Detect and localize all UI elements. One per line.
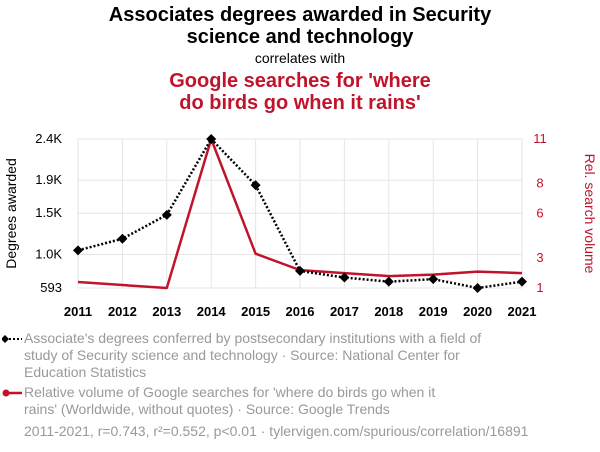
legend-degrees-marker-icon xyxy=(2,335,22,343)
x-tick-label: 2012 xyxy=(108,304,137,319)
footer-stats: 2011-2021, r=0.743, r²=0.552, p<0.01 · t… xyxy=(24,423,529,439)
x-tick-label: 2021 xyxy=(508,304,537,319)
chart-title-secondary-line2: do birds go when it rains' xyxy=(179,92,421,114)
legend-searches-text: Relative volume of Google searches for '… xyxy=(24,384,544,418)
x-tick-label: 2014 xyxy=(197,304,227,319)
series-degrees-point xyxy=(295,265,305,276)
y-left-tick-label: 593 xyxy=(40,280,62,295)
chart-title: Associates degrees awarded in Security s… xyxy=(0,4,600,48)
series-degrees-point xyxy=(250,180,261,191)
y-left-tick-label: 2.4K xyxy=(35,131,62,146)
x-tick-label: 2018 xyxy=(374,304,403,319)
legend-degrees-line3: Education Statistics xyxy=(24,364,147,380)
chart-title-line2: science and technology xyxy=(186,26,414,48)
series-degrees-point xyxy=(517,276,527,287)
series-degrees-point xyxy=(161,209,172,220)
legend-degrees-line1: Associate's degrees conferred by postsec… xyxy=(24,330,482,346)
legend-searches-marker-icon xyxy=(2,389,22,397)
y-right-tick-label: 11 xyxy=(533,131,547,146)
x-tick-label: 2015 xyxy=(241,304,270,319)
legend-degrees-line2: study of Security science and technology… xyxy=(24,347,460,363)
series-degrees-point xyxy=(383,276,394,287)
series-degrees-point xyxy=(428,274,439,285)
y-left-tick-label: 1.0K xyxy=(35,246,62,261)
series-degrees-point xyxy=(117,233,128,244)
y-left-tick-label: 1.9K xyxy=(35,172,62,187)
chart-title-secondary: Google searches for 'where do birds go w… xyxy=(0,70,600,114)
x-tick-label: 2013 xyxy=(152,304,181,319)
chart-title-secondary-line1: Google searches for 'where xyxy=(169,70,431,92)
y-left-tick-label: 1.5K xyxy=(35,205,62,220)
y-right-tick-label: 1 xyxy=(536,280,543,295)
chart-title-line1: Associates degrees awarded in Security xyxy=(108,4,492,26)
y-right-tick-label: 8 xyxy=(536,176,543,191)
series-degrees-point xyxy=(472,283,483,293)
y-right-tick-label: 6 xyxy=(536,206,543,221)
series-degrees-point xyxy=(73,245,83,256)
legend-degrees-text: Associate's degrees conferred by postsec… xyxy=(24,330,544,381)
chart-subtitle: correlates with xyxy=(254,50,346,66)
y-left-axis-title: Degrees awarded xyxy=(3,158,19,269)
x-tick-label: 2020 xyxy=(463,304,492,319)
x-tick-label: 2016 xyxy=(286,304,315,319)
y-right-tick-label: 3 xyxy=(536,250,543,265)
legend-searches-line1: Relative volume of Google searches for '… xyxy=(24,384,436,400)
y-right-axis-title: Rel. search volume xyxy=(582,154,598,274)
legend-searches-line2: rains' (Worldwide, without quotes) · Sou… xyxy=(24,401,390,417)
series-degrees-point xyxy=(339,272,350,283)
x-tick-label: 2019 xyxy=(419,304,448,319)
x-tick-label: 2011 xyxy=(64,304,92,319)
x-tick-label: 2017 xyxy=(330,304,359,319)
series-degrees-point xyxy=(206,134,217,144)
